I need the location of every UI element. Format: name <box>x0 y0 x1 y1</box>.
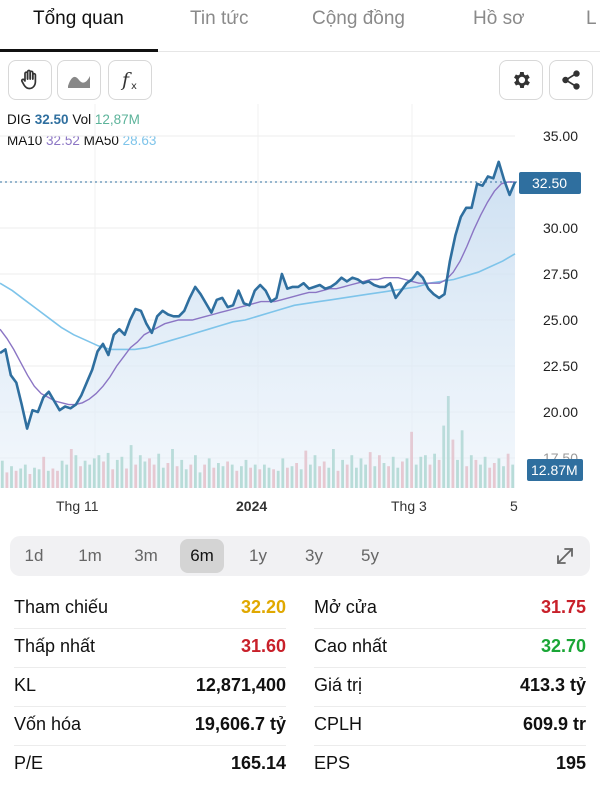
stat-pe: P/E 165.14 <box>14 745 286 785</box>
x-tick-label: Thg 11 <box>56 498 99 514</box>
ma10-label: MA10 <box>7 133 43 148</box>
vol-label: Vol <box>72 112 92 127</box>
stat-value-traded: Giá trị 413.3 tỷ <box>314 667 586 707</box>
stat-market-cap: Vốn hóa 19,606.7 tỷ <box>14 706 286 746</box>
stat-value: 195 <box>555 753 586 773</box>
tab-news[interactable]: Tin tức <box>190 8 249 29</box>
stat-reference: Tham chiếu 32.20 <box>14 589 286 629</box>
stat-label: KL <box>14 675 37 695</box>
stat-open: Mở cửa 31.75 <box>314 589 586 629</box>
y-tick-label: 22.50 <box>542 358 578 374</box>
tab-profile[interactable]: Hồ sơ <box>473 8 525 29</box>
period-3y[interactable]: 3y <box>305 546 323 565</box>
stat-shares-outstanding: CPLH 609.9 tr <box>314 706 586 746</box>
stat-volume: KL 12,871,400 <box>14 667 286 707</box>
y-tick-label: 30.00 <box>542 220 578 236</box>
period-5y[interactable]: 5y <box>361 546 379 565</box>
stat-label: Giá trị <box>314 675 363 695</box>
stat-value: 413.3 tỷ <box>519 675 586 695</box>
ma10-line <box>0 181 515 406</box>
settings-button[interactable] <box>499 60 543 100</box>
expand-icon[interactable] <box>554 545 576 567</box>
x-tick-label: 5 <box>510 498 518 514</box>
hand-icon <box>20 69 37 90</box>
x-tick-label: 2024 <box>236 498 268 514</box>
stat-label: Thấp nhất <box>14 636 96 656</box>
tab-overview[interactable]: Tổng quan <box>33 8 124 29</box>
stat-label: Vốn hóa <box>14 714 82 734</box>
tab-community[interactable]: Cộng đồng <box>312 8 405 29</box>
price-area <box>0 161 515 489</box>
stat-low: Thấp nhất 31.60 <box>14 628 286 668</box>
stat-label: EPS <box>314 753 351 773</box>
svg-text:x: x <box>131 81 137 92</box>
stat-value: 165.14 <box>230 753 286 773</box>
period-6m[interactable]: 6m <box>180 539 224 573</box>
stat-label: Cao nhất <box>314 636 388 656</box>
share-button[interactable] <box>549 60 593 100</box>
stat-value: 32.20 <box>240 597 286 617</box>
tab-more[interactable]: L <box>586 8 597 29</box>
y-tick-label: 20.00 <box>542 404 578 420</box>
vol-value: 12,87M <box>94 112 140 127</box>
price-legend: DIG 32.50 Vol 12,87M <box>7 112 140 127</box>
fx-icon: f x <box>120 69 137 92</box>
stat-high: Cao nhất 32.70 <box>314 628 586 668</box>
indicator-button[interactable]: f x <box>108 60 152 100</box>
ma50-label: MA50 <box>83 133 119 148</box>
stat-label: Tham chiếu <box>14 597 109 617</box>
stat-label: Mở cửa <box>314 597 377 617</box>
stat-eps: EPS 195 <box>314 745 586 785</box>
hand-tool-button[interactable] <box>8 60 52 100</box>
stat-value: 31.75 <box>540 597 586 617</box>
period-1m[interactable]: 1m <box>78 546 102 565</box>
share-icon <box>562 70 580 90</box>
current-volume-tag: 12.87M <box>527 459 583 481</box>
ma50-value: 28.63 <box>122 133 157 148</box>
price-value: 32.50 <box>34 112 69 127</box>
tab-bar: Tổng quan Tin tức Cộng đồng Hồ sơ L <box>0 0 600 52</box>
stat-value: 12,871,400 <box>195 675 286 695</box>
x-tick-label: Thg 3 <box>391 498 427 514</box>
stat-label: CPLH <box>314 714 363 734</box>
chart-type-button[interactable] <box>57 60 101 100</box>
period-1y[interactable]: 1y <box>249 546 267 565</box>
period-3m[interactable]: 3m <box>134 546 158 565</box>
wave-icon <box>68 76 90 88</box>
active-tab-indicator <box>0 49 158 52</box>
stat-value: 32.70 <box>540 636 586 656</box>
current-price-tag: 32.50 <box>519 172 581 194</box>
y-tick-label: 25.00 <box>542 312 578 328</box>
stat-value: 19,606.7 tỷ <box>194 714 286 734</box>
y-tick-label: 27.50 <box>542 266 578 282</box>
ma10-value: 32.52 <box>46 133 80 148</box>
svg-text:f: f <box>120 69 132 91</box>
stat-value: 31.60 <box>240 636 286 656</box>
stat-value: 609.9 tr <box>522 714 586 734</box>
price-line <box>0 160 517 430</box>
gear-icon <box>514 72 530 88</box>
price-chart[interactable] <box>0 104 600 494</box>
ma-legend: MA10 32.52 MA50 28.63 <box>7 133 156 148</box>
period-1d[interactable]: 1d <box>24 546 44 565</box>
symbol-label: DIG <box>7 112 32 127</box>
period-selector: 1d 1m 3m 6m 1y 3y 5y <box>10 536 590 576</box>
y-tick-label: 35.00 <box>542 128 578 144</box>
stat-label: P/E <box>14 753 44 773</box>
